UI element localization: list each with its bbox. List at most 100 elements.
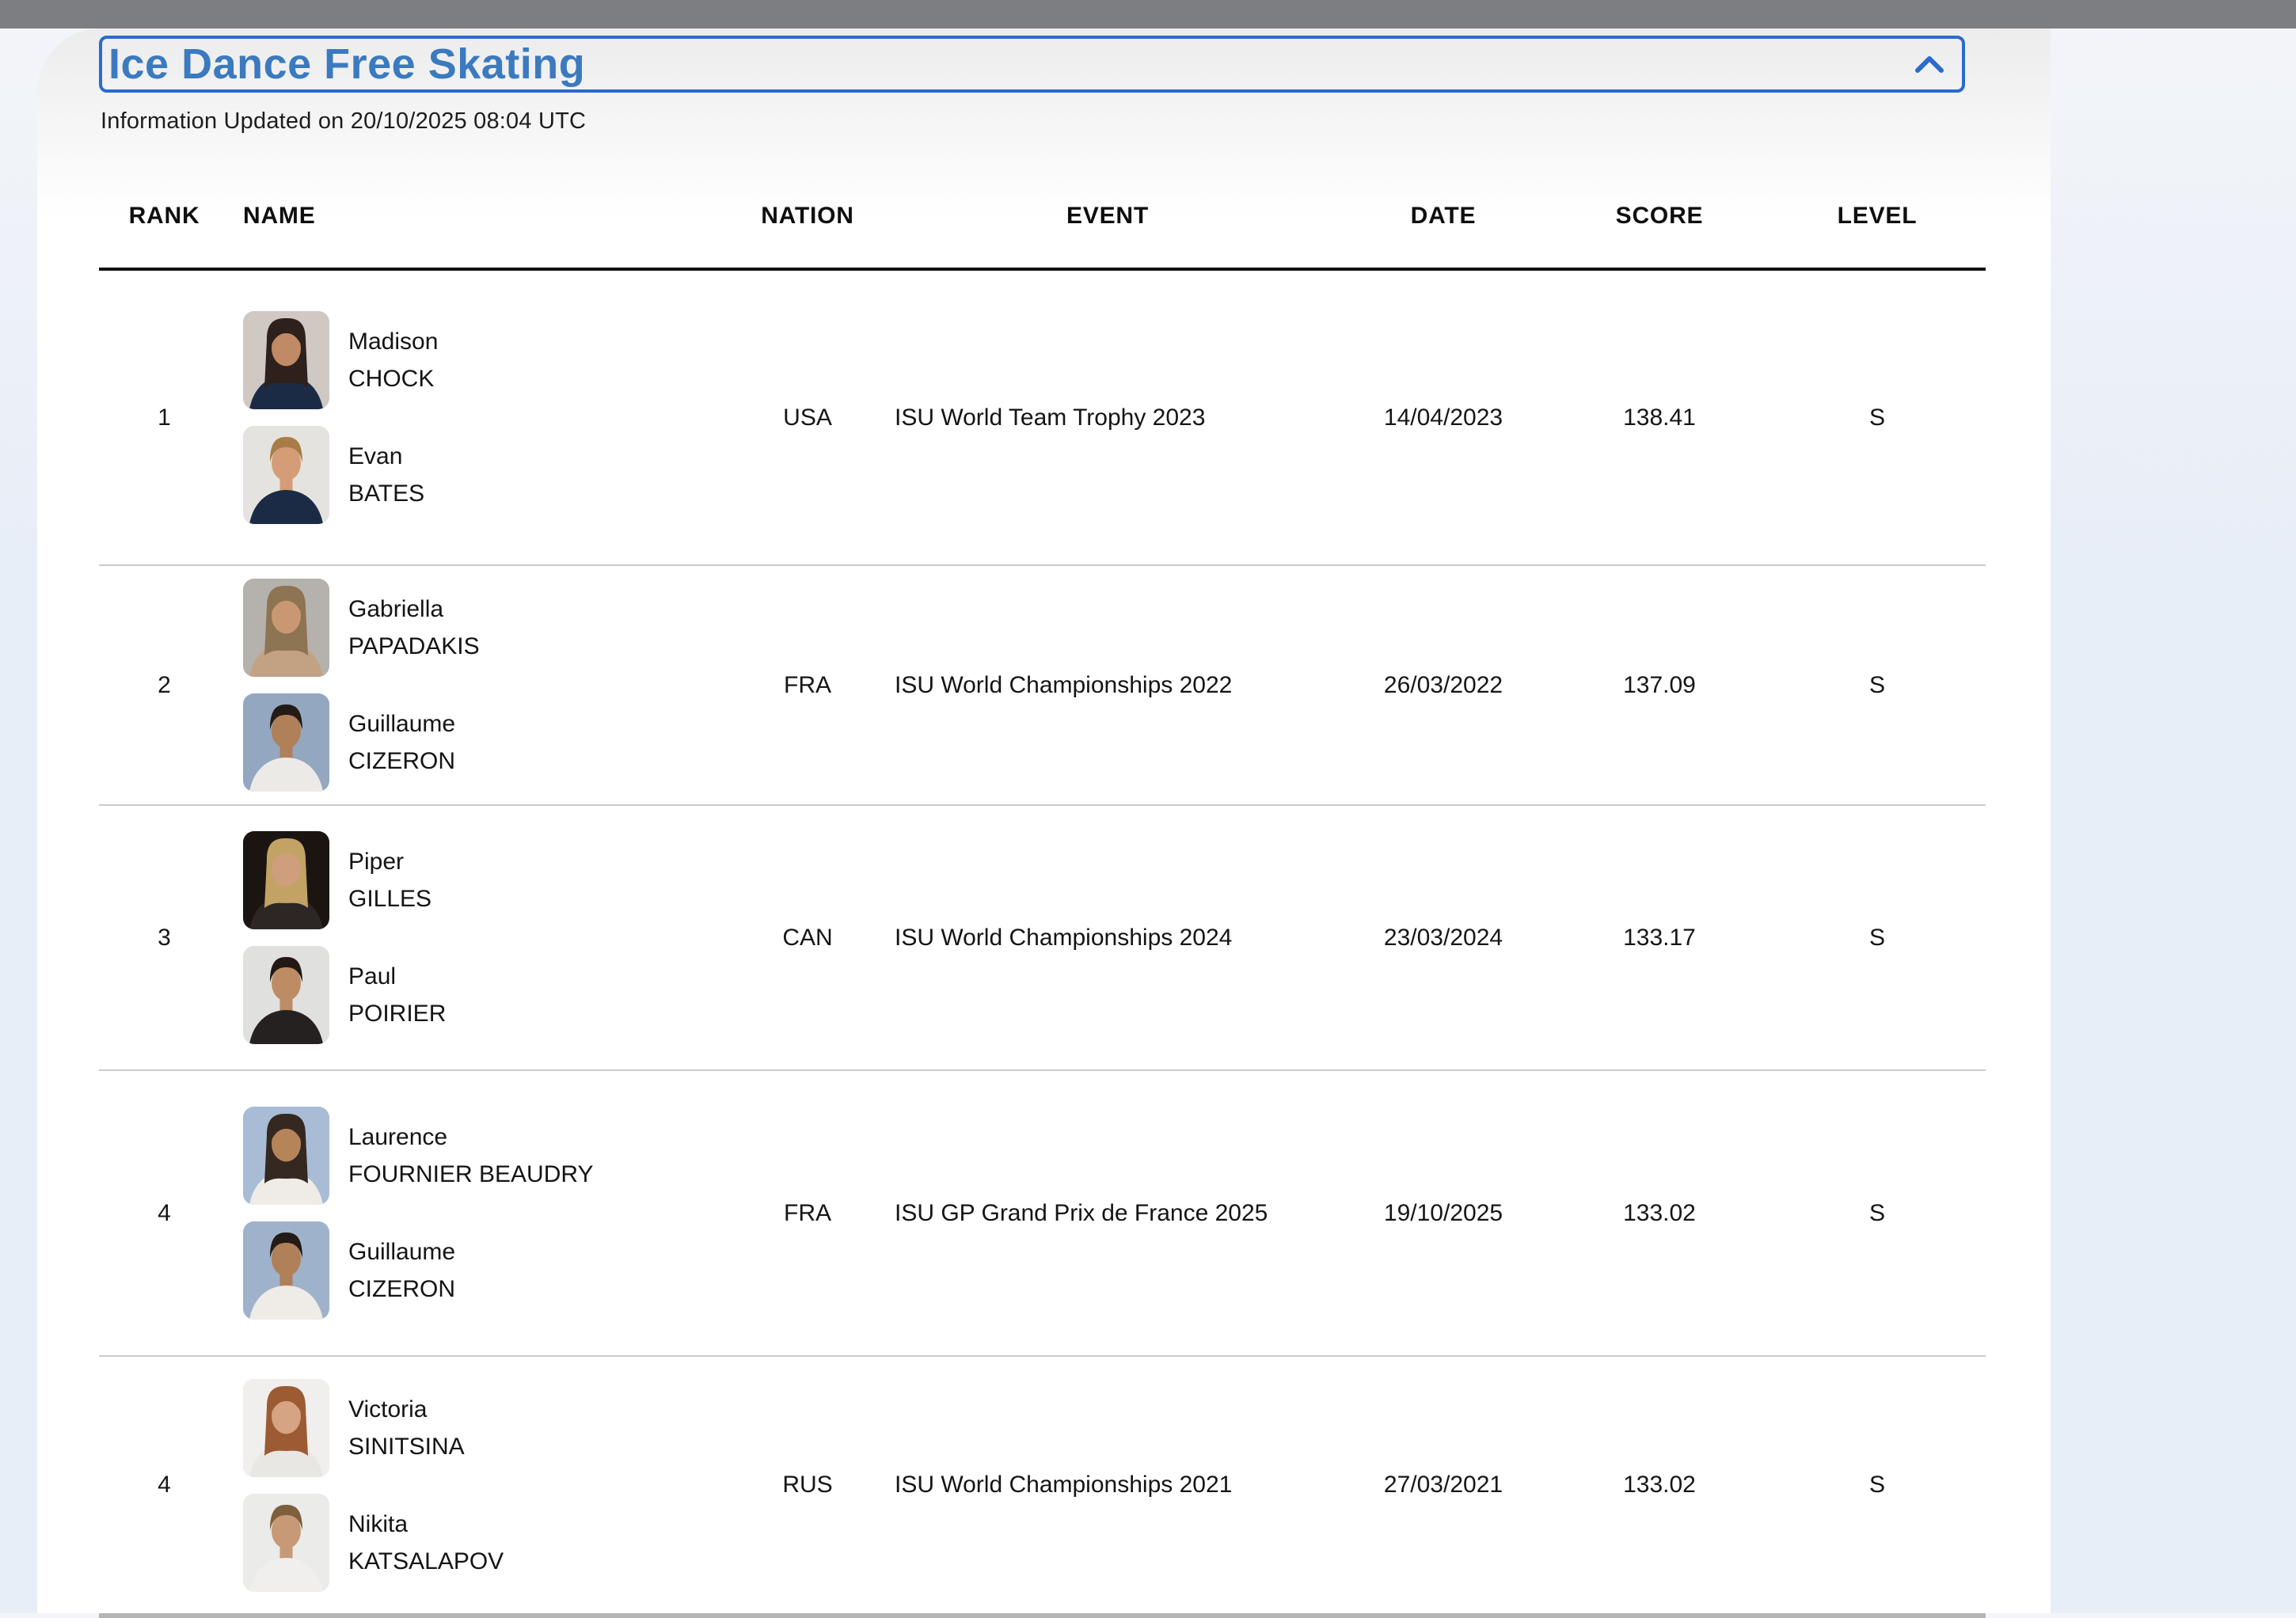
skater-name: Gabriella PAPADAKIS xyxy=(348,591,480,665)
skater-first-name: Victoria xyxy=(348,1396,428,1422)
score-value: 133.17 xyxy=(1550,805,1769,1071)
skaters-cell: Laurence FOURNIER BEAUDRY Guillaume CIZE… xyxy=(230,1070,736,1357)
skater: Gabriella PAPADAKIS xyxy=(243,579,736,677)
column-header-date: DATE xyxy=(1336,174,1550,271)
column-header-event: EVENT xyxy=(879,174,1336,271)
column-header-nation: NATION xyxy=(736,174,879,271)
skater-last-name: CHOCK xyxy=(348,366,435,392)
date-value: 27/03/2021 xyxy=(1336,1356,1550,1618)
skater-last-name: SINITSINA xyxy=(348,1433,465,1460)
table-row: 4 Laurence FOURNIER BEAUDRY Guillaume CI… xyxy=(99,1070,1986,1357)
skaters-cell: Gabriella PAPADAKIS Guillaume CIZERON xyxy=(230,565,736,806)
skater-photo xyxy=(243,579,329,677)
skaters-cell: Victoria SINITSINA Nikita KATSALAPOV xyxy=(230,1356,736,1618)
skater-first-name: Madison xyxy=(348,329,439,355)
skater: Nikita KATSALAPOV xyxy=(243,1493,736,1592)
skater-name: Nikita KATSALAPOV xyxy=(348,1506,504,1580)
table-row: 2 Gabriella PAPADAKIS Guillaume CIZERON … xyxy=(99,565,1986,806)
updated-timestamp: Information Updated on 20/10/2025 08:04 … xyxy=(101,108,587,134)
skater-last-name: BATES xyxy=(348,480,425,507)
skater-last-name: FOURNIER BEAUDRY xyxy=(348,1161,594,1187)
skater-name: Piper GILLES xyxy=(348,843,431,917)
skater: Paul POIRIER xyxy=(243,946,736,1044)
rank-value: 4 xyxy=(99,1070,230,1357)
score-value: 137.09 xyxy=(1550,565,1769,806)
skater-photo xyxy=(243,831,329,929)
level-value: S xyxy=(1769,269,1986,566)
skater-first-name: Paul xyxy=(348,963,397,989)
skaters-cell: Piper GILLES Paul POIRIER xyxy=(230,805,736,1071)
nation-value: RUS xyxy=(736,1356,879,1618)
skater: Piper GILLES xyxy=(243,831,736,929)
score-value: 133.02 xyxy=(1550,1070,1769,1357)
event-name: ISU World Championships 2022 xyxy=(895,671,1233,698)
table-row: 4 Victoria SINITSINA Nikita KATSALAPOV R… xyxy=(99,1356,1986,1618)
table-row: 1 Madison CHOCK Evan BATES USA ISU World… xyxy=(99,269,1986,566)
skater-photo xyxy=(243,1221,329,1320)
level-value: S xyxy=(1769,805,1986,1071)
event-name: ISU GP Grand Prix de France 2025 xyxy=(895,1199,1268,1226)
skater-name: Victoria SINITSINA xyxy=(348,1391,465,1465)
skater-name: Paul POIRIER xyxy=(348,958,446,1032)
top-gray-bar xyxy=(0,0,2296,28)
event-cell: ISU GP Grand Prix de France 2025 xyxy=(879,1070,1336,1357)
event-cell: ISU World Championships 2024 xyxy=(879,805,1336,1071)
nation-value: CAN xyxy=(736,805,879,1071)
skater-first-name: Nikita xyxy=(348,1510,409,1537)
skater-first-name: Guillaume xyxy=(348,711,456,737)
section-collapse-header[interactable]: Ice Dance Free Skating xyxy=(99,36,1965,93)
event-cell: ISU World Team Trophy 2023 xyxy=(879,269,1336,566)
skater: Madison CHOCK xyxy=(243,311,736,409)
skater-first-name: Laurence xyxy=(348,1124,448,1150)
content-card: Ice Dance Free Skating Information Updat… xyxy=(37,28,2051,1618)
skater: Victoria SINITSINA xyxy=(243,1378,736,1477)
date-value: 23/03/2024 xyxy=(1336,805,1550,1071)
table-header-row: RANK NAME NATION EVENT DATE SCORE LEVEL xyxy=(99,174,1986,271)
column-header-rank: RANK xyxy=(99,174,230,271)
rank-value: 1 xyxy=(99,269,230,566)
rank-value: 4 xyxy=(99,1356,230,1618)
records-table: RANK NAME NATION EVENT DATE SCORE LEVEL … xyxy=(99,174,1986,1618)
chevron-up-icon[interactable] xyxy=(1914,55,1944,74)
event-name: ISU World Championships 2024 xyxy=(895,924,1233,951)
nation-value: USA xyxy=(736,269,879,566)
skater-photo xyxy=(243,311,329,409)
event-cell: ISU World Championships 2021 xyxy=(879,1356,1336,1618)
skater-photo xyxy=(243,946,329,1044)
level-value: S xyxy=(1769,1356,1986,1618)
column-header-score: SCORE xyxy=(1550,174,1769,271)
column-header-level: LEVEL xyxy=(1769,174,1986,271)
skater-last-name: GILLES xyxy=(348,886,432,912)
skater: Laurence FOURNIER BEAUDRY xyxy=(243,1107,736,1205)
skater-name: Madison CHOCK xyxy=(348,323,438,397)
skater-last-name: CIZERON xyxy=(348,748,455,774)
skater-photo xyxy=(243,1493,329,1592)
skater-name: Evan BATES xyxy=(348,438,424,512)
skater-photo xyxy=(243,1378,329,1477)
event-name: ISU World Team Trophy 2023 xyxy=(895,404,1206,431)
skater: Guillaume CIZERON xyxy=(243,1221,736,1320)
date-value: 26/03/2022 xyxy=(1336,565,1550,806)
skater: Guillaume CIZERON xyxy=(243,693,736,792)
skater-first-name: Gabriella xyxy=(348,596,444,622)
skater-last-name: POIRIER xyxy=(348,1001,447,1027)
skater-photo xyxy=(243,693,329,792)
skater-last-name: CIZERON xyxy=(348,1276,455,1302)
event-name: ISU World Championships 2021 xyxy=(895,1472,1233,1498)
event-cell: ISU World Championships 2022 xyxy=(879,565,1336,806)
score-value: 133.02 xyxy=(1550,1356,1769,1618)
skaters-cell: Madison CHOCK Evan BATES xyxy=(230,269,736,566)
nation-value: FRA xyxy=(736,565,879,806)
date-value: 19/10/2025 xyxy=(1336,1070,1550,1357)
level-value: S xyxy=(1769,565,1986,806)
skater-first-name: Piper xyxy=(348,849,405,875)
skater-name: Guillaume CIZERON xyxy=(348,1233,455,1308)
level-value: S xyxy=(1769,1070,1986,1357)
skater-name: Laurence FOURNIER BEAUDRY xyxy=(348,1119,594,1193)
skater-last-name: PAPADAKIS xyxy=(348,633,480,659)
rank-value: 2 xyxy=(99,565,230,806)
score-value: 138.41 xyxy=(1550,269,1769,566)
page-title: Ice Dance Free Skating xyxy=(108,40,586,88)
skater: Evan BATES xyxy=(243,426,736,524)
